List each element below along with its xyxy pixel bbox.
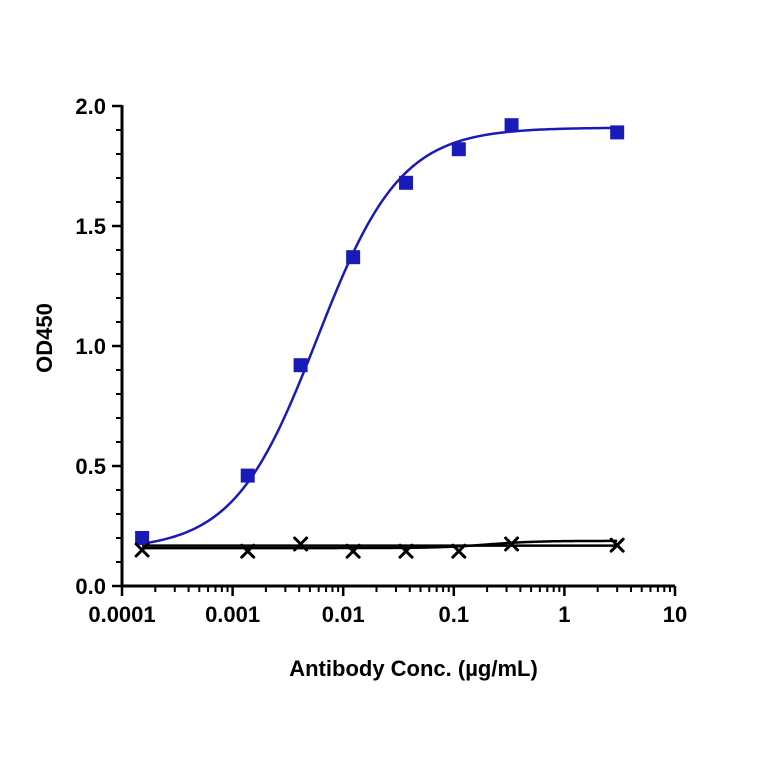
y-tick-label: 0.0 bbox=[75, 574, 106, 599]
y-tick-label: 1.0 bbox=[75, 334, 106, 359]
x-ticks: 0.0001 0.001 0.01 0.1 1 10 bbox=[88, 586, 687, 627]
x-tick-label: 0.01 bbox=[322, 602, 365, 627]
data-point-square bbox=[504, 118, 519, 133]
data-point-square bbox=[610, 125, 625, 140]
y-axis-title: OD450 bbox=[32, 303, 57, 373]
data-point-square bbox=[240, 468, 255, 483]
data-point-square bbox=[451, 142, 466, 157]
data-point-x bbox=[345, 543, 361, 559]
data-point-x bbox=[293, 536, 309, 552]
axes bbox=[120, 105, 675, 588]
data-point-x bbox=[398, 543, 414, 559]
y-tick-label: 0.5 bbox=[75, 454, 106, 479]
data-point-square bbox=[399, 175, 414, 190]
data-point-square bbox=[135, 531, 150, 545]
data-point-x bbox=[134, 542, 150, 558]
x-tick-label: 1 bbox=[558, 602, 570, 627]
data-point-x bbox=[240, 543, 256, 559]
x-tick-label: 0.001 bbox=[205, 602, 260, 627]
fit-curve-series-2 bbox=[142, 539, 618, 550]
data-point-x bbox=[609, 537, 625, 553]
data-point-x bbox=[504, 536, 520, 552]
data-markers bbox=[134, 118, 625, 559]
y-ticks: 0.0 0.5 1.0 1.5 2.0 bbox=[75, 94, 122, 599]
y-tick-label: 1.5 bbox=[75, 214, 106, 239]
x-tick-label: 0.1 bbox=[439, 602, 470, 627]
fit-curve-series-1 bbox=[141, 126, 618, 545]
fit-curves bbox=[141, 126, 618, 550]
x-tick-label: 0.0001 bbox=[88, 602, 155, 627]
data-point-x bbox=[451, 543, 467, 559]
data-point-square bbox=[293, 358, 308, 373]
x-tick-label: 10 bbox=[663, 602, 687, 627]
data-point-square bbox=[346, 250, 361, 265]
y-tick-label: 2.0 bbox=[75, 94, 106, 119]
x-axis-title: Antibody Conc. (µg/mL) bbox=[289, 656, 538, 681]
